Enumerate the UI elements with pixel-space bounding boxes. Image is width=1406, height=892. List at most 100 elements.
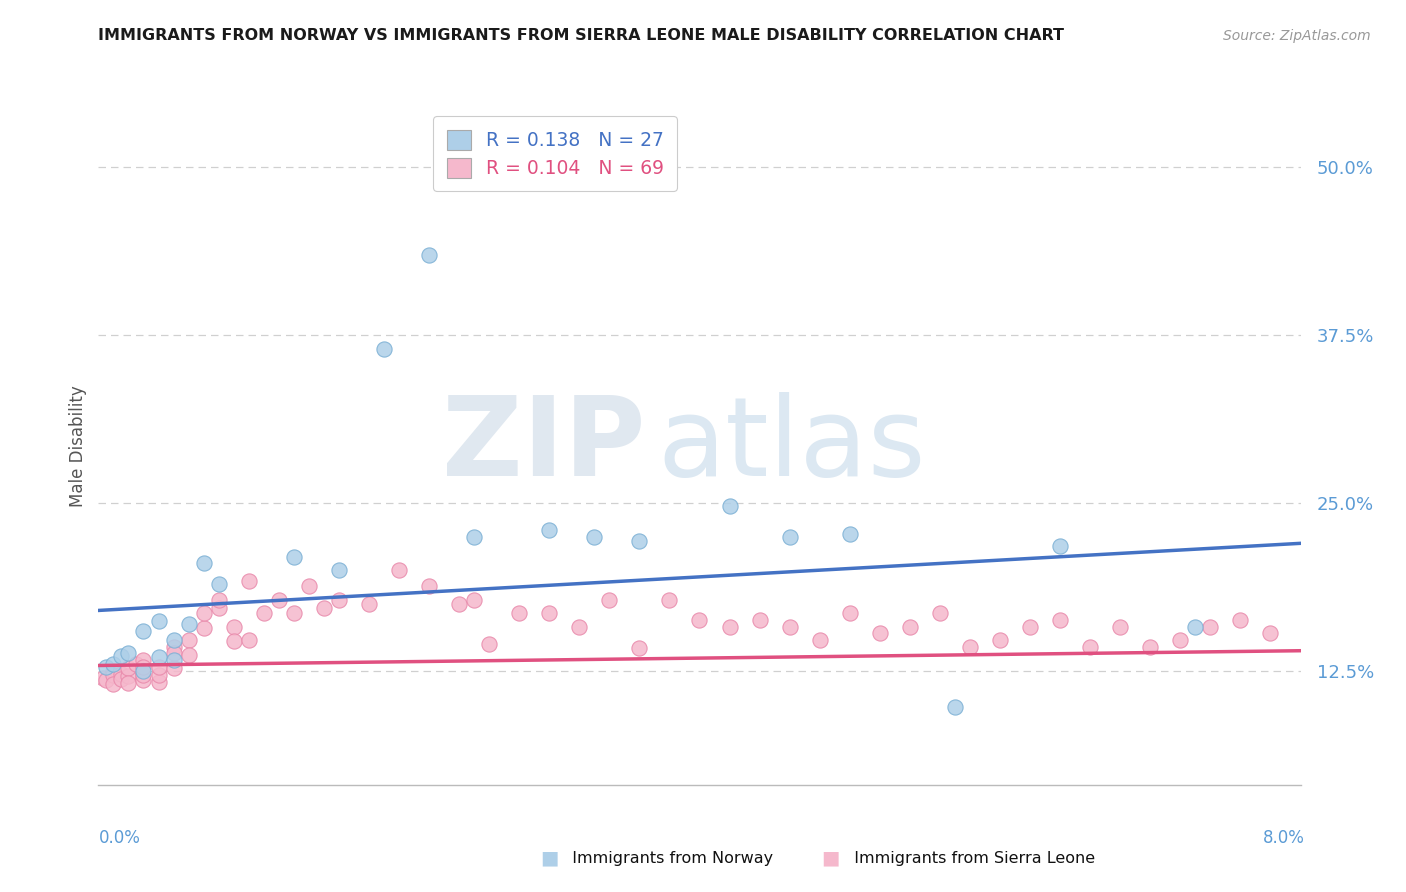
Point [298, 579, 321, 593]
Point [125, 657, 148, 672]
Point [208, 592, 231, 607]
Point [357, 597, 380, 611]
Point [1184, 619, 1206, 633]
Point [598, 592, 620, 607]
Point [132, 668, 155, 682]
Point [283, 549, 305, 564]
Text: 8.0%: 8.0% [1263, 829, 1305, 847]
Point [148, 668, 170, 682]
Text: ■: ■ [540, 848, 558, 868]
Point [943, 700, 966, 714]
Point [1109, 619, 1132, 633]
Point [117, 669, 139, 683]
Point [328, 592, 350, 607]
Point [162, 647, 184, 661]
Text: atlas: atlas [658, 392, 927, 500]
Point [253, 606, 276, 620]
Point [117, 661, 139, 675]
Point [838, 606, 860, 620]
Point [478, 637, 501, 651]
Point [748, 613, 770, 627]
Point [779, 619, 801, 633]
Point [132, 624, 155, 638]
Point [177, 616, 200, 631]
Point [312, 600, 335, 615]
Point [373, 342, 395, 356]
Point [110, 649, 132, 664]
Point [1168, 632, 1191, 647]
Point [238, 632, 260, 647]
Point [988, 632, 1011, 647]
Point [103, 668, 125, 682]
Point [267, 592, 290, 607]
Point [162, 653, 184, 667]
Legend: R = 0.138   N = 27, R = 0.104   N = 69: R = 0.138 N = 27, R = 0.104 N = 69 [433, 117, 678, 191]
Point [103, 664, 125, 678]
Point [208, 600, 231, 615]
Point [583, 530, 606, 544]
Point [538, 523, 561, 537]
Point [177, 632, 200, 647]
Point [222, 634, 245, 648]
Text: IMMIGRANTS FROM NORWAY VS IMMIGRANTS FROM SIERRA LEONE MALE DISABILITY CORRELATI: IMMIGRANTS FROM NORWAY VS IMMIGRANTS FRO… [98, 29, 1064, 43]
Point [808, 632, 831, 647]
Point [132, 664, 155, 678]
Point [869, 626, 891, 640]
Y-axis label: Male Disability: Male Disability [69, 385, 87, 507]
Point [162, 661, 184, 675]
Point [447, 597, 470, 611]
Point [208, 576, 231, 591]
Point [959, 640, 981, 654]
Text: ZIP: ZIP [441, 392, 645, 500]
Point [162, 632, 184, 647]
Point [928, 606, 950, 620]
Point [418, 579, 440, 593]
Point [628, 533, 651, 548]
Point [177, 648, 200, 662]
Point [1260, 626, 1282, 640]
Point [779, 530, 801, 544]
Point [508, 606, 530, 620]
Point [718, 499, 741, 513]
Point [148, 650, 170, 665]
Point [658, 592, 681, 607]
Point [838, 527, 860, 541]
Point [148, 614, 170, 628]
Point [162, 640, 184, 654]
Point [117, 676, 139, 690]
Point [132, 673, 155, 688]
Point [388, 563, 411, 577]
Text: Immigrants from Sierra Leone: Immigrants from Sierra Leone [844, 851, 1095, 865]
Point [132, 653, 155, 667]
Text: Source: ZipAtlas.com: Source: ZipAtlas.com [1223, 29, 1371, 43]
Text: ■: ■ [821, 848, 839, 868]
Point [568, 619, 591, 633]
Point [1078, 640, 1101, 654]
Point [193, 606, 215, 620]
Point [463, 530, 485, 544]
Point [1199, 619, 1222, 633]
Point [91, 671, 114, 685]
Point [110, 666, 132, 681]
Point [193, 557, 215, 571]
Point [1049, 539, 1071, 553]
Point [238, 574, 260, 588]
Point [132, 660, 155, 674]
Point [1049, 613, 1071, 627]
Point [538, 606, 561, 620]
Text: 0.0%: 0.0% [98, 829, 141, 847]
Point [283, 606, 305, 620]
Point [110, 672, 132, 686]
Text: Immigrants from Norway: Immigrants from Norway [562, 851, 773, 865]
Point [103, 677, 125, 691]
Point [463, 592, 485, 607]
Point [94, 660, 117, 674]
Point [328, 563, 350, 577]
Point [1019, 619, 1042, 633]
Point [103, 657, 125, 672]
Point [117, 647, 139, 661]
Point [418, 248, 440, 262]
Point [222, 619, 245, 633]
Point [718, 619, 741, 633]
Point [193, 621, 215, 635]
